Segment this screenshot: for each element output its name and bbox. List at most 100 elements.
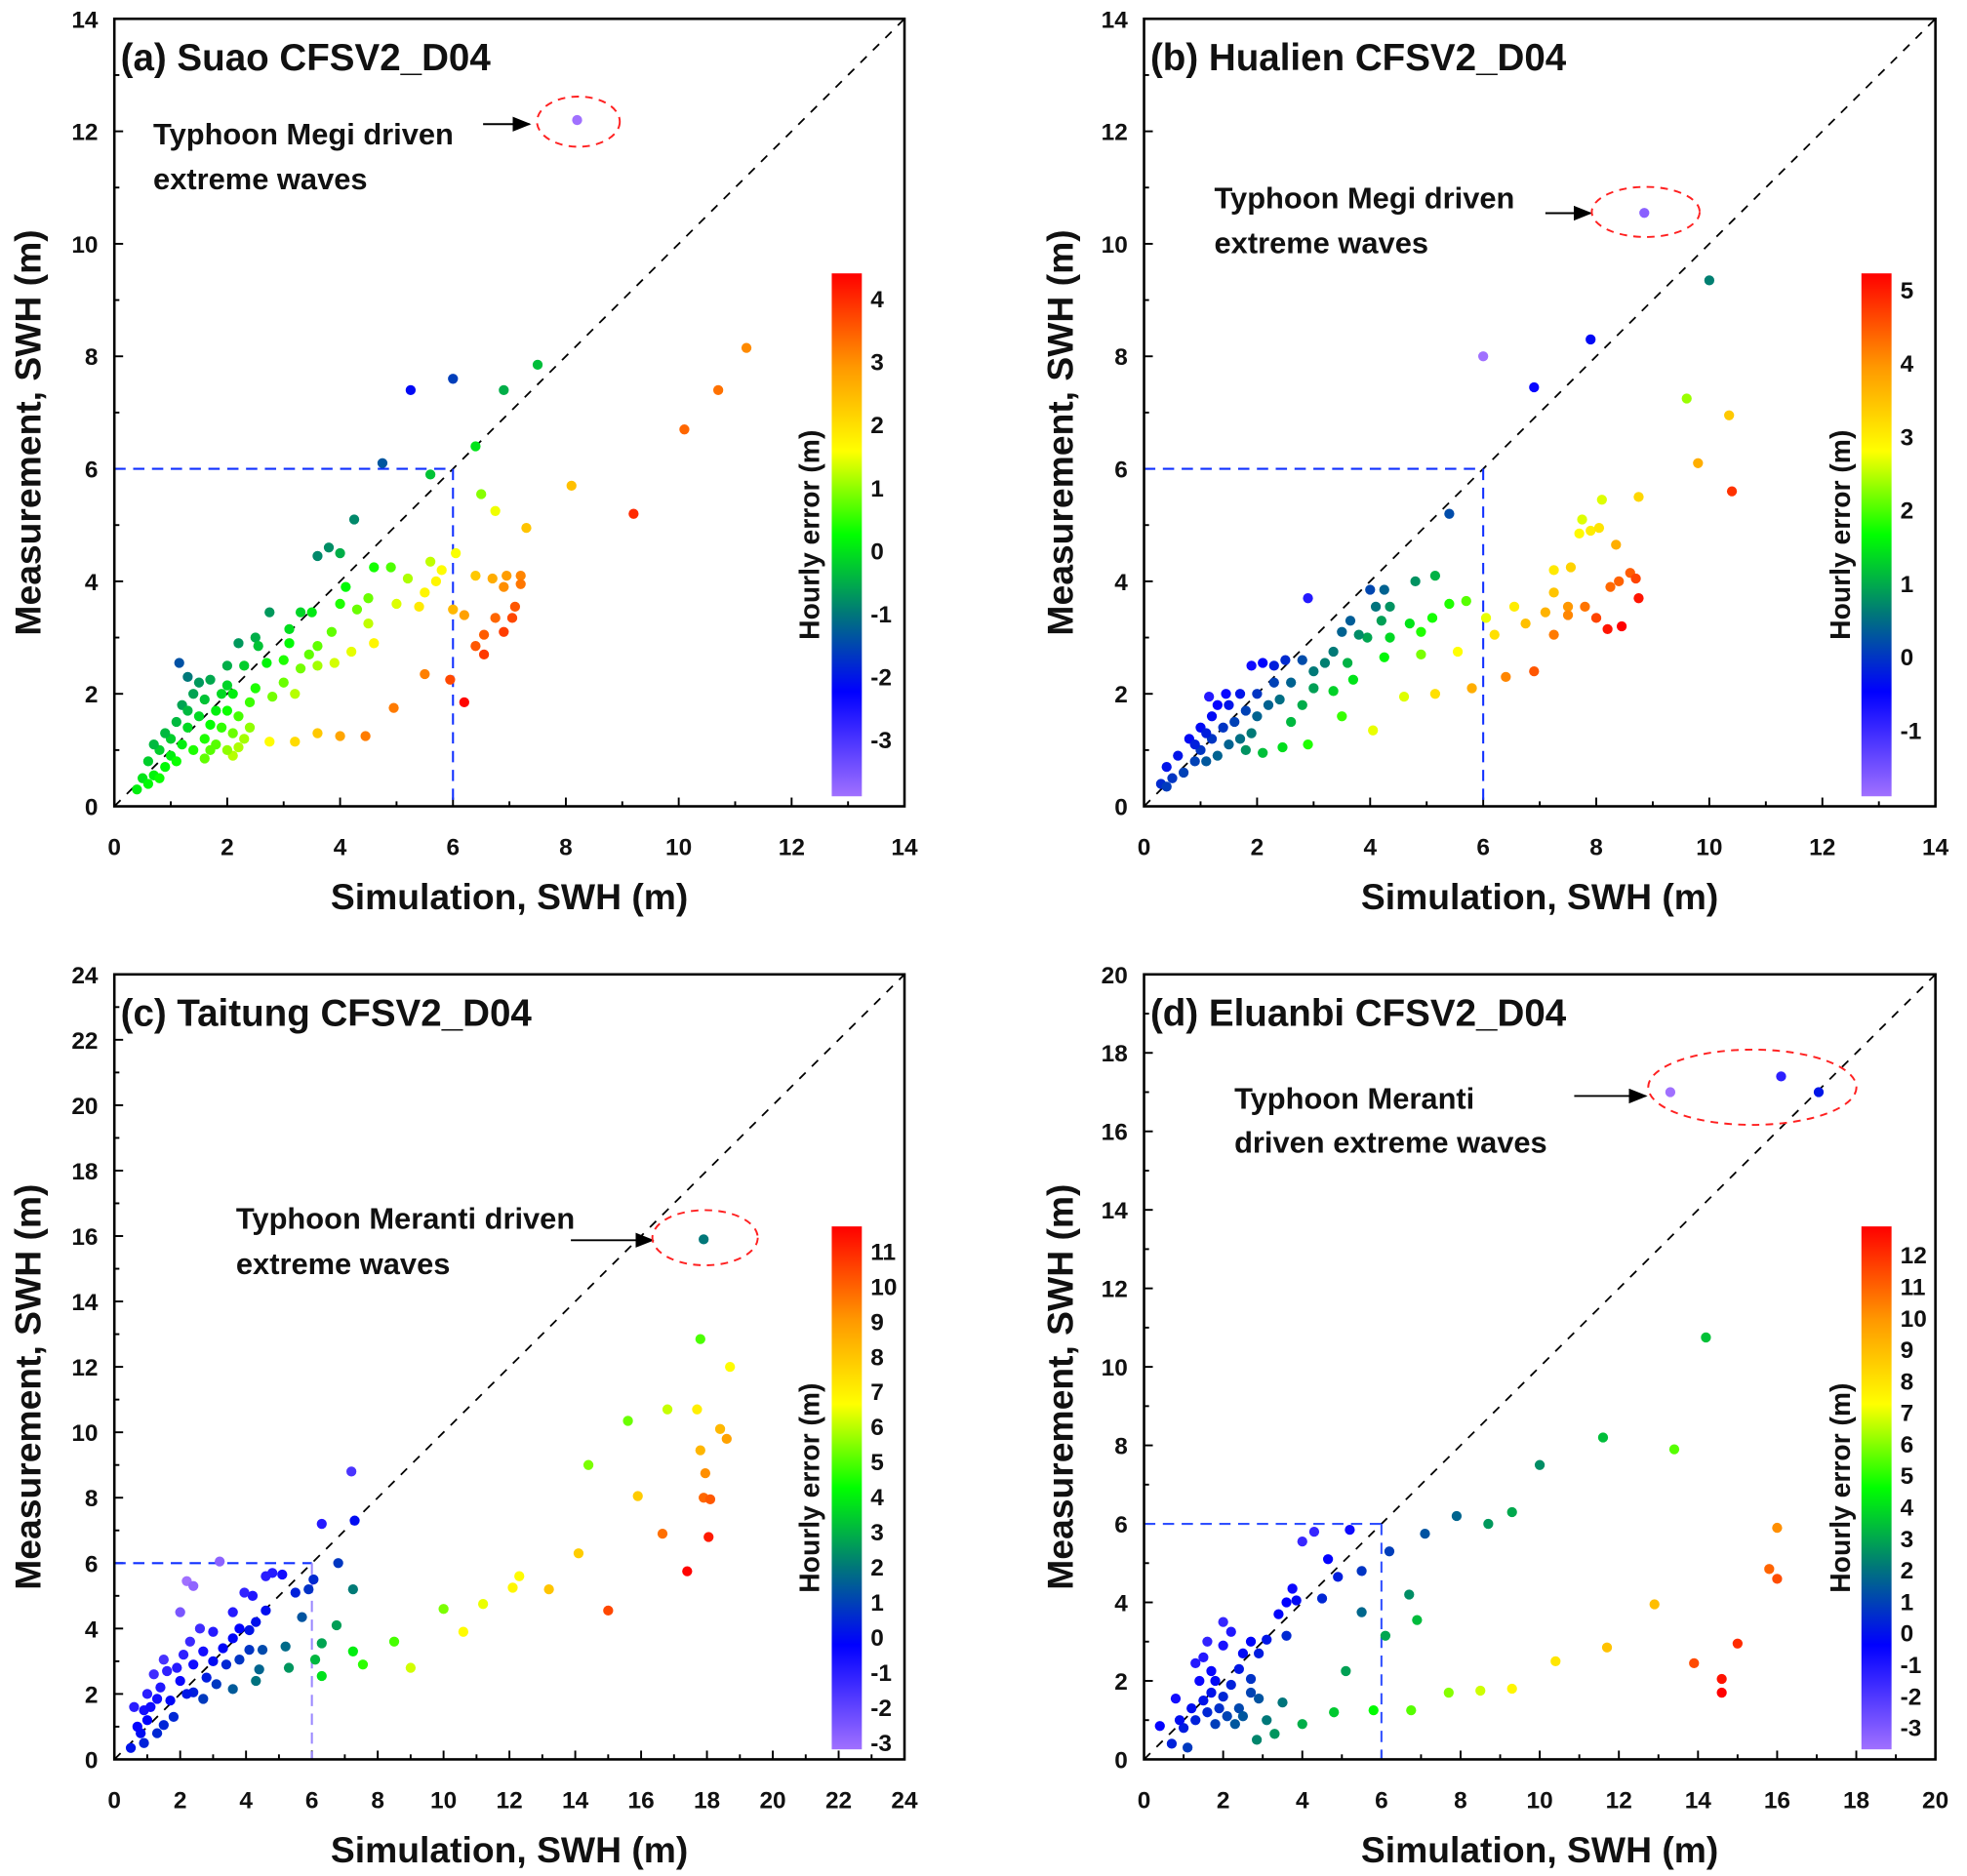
y-tick-label: 4 [85, 1617, 99, 1643]
data-point [1281, 1597, 1292, 1608]
data-point [199, 694, 210, 705]
data-point [1190, 1657, 1201, 1669]
data-point [347, 1583, 358, 1595]
data-point [1173, 750, 1184, 761]
colorbar-label: Hourly error (m) [1825, 1383, 1856, 1593]
data-point [1258, 658, 1268, 668]
data-point [1345, 1524, 1355, 1536]
data-point [1376, 616, 1387, 626]
data-point [208, 1626, 219, 1637]
data-point [129, 1701, 140, 1712]
data-point [1178, 1723, 1189, 1734]
data-point [141, 1689, 153, 1699]
colorbar-tick-label: -1 [870, 602, 892, 628]
data-point [1452, 646, 1464, 658]
data-point [188, 744, 199, 756]
data-point [1202, 1636, 1213, 1647]
data-point [154, 773, 165, 783]
data-point [1665, 1087, 1676, 1098]
data-point [193, 677, 205, 688]
y-tick-label: 6 [1114, 1512, 1128, 1538]
data-point [316, 1518, 327, 1530]
data-point [323, 542, 335, 553]
data-point [1689, 1657, 1700, 1669]
x-tick-label: 16 [1764, 1788, 1790, 1815]
colorbar-tick-label: 4 [870, 1485, 884, 1511]
data-point [1379, 584, 1389, 595]
data-point [509, 601, 521, 612]
data-point [1416, 626, 1426, 637]
data-point [221, 705, 233, 716]
data-point [1385, 601, 1395, 612]
data-point [182, 722, 193, 733]
data-point [177, 738, 187, 750]
data-point [451, 547, 462, 559]
data-point [1183, 1742, 1193, 1753]
colorbar-label: Hourly error (m) [794, 430, 825, 640]
data-point [303, 1583, 314, 1595]
data-point [1252, 689, 1263, 699]
colorbar-tick-label: 8 [870, 1344, 884, 1371]
y-tick-label: 0 [1114, 795, 1128, 821]
data-point [1602, 623, 1613, 635]
colorbar-tick-label: 1 [1901, 572, 1914, 598]
data-point [1548, 565, 1559, 576]
data-point [244, 722, 256, 733]
x-tick-label: 10 [1696, 835, 1722, 861]
data-point [341, 581, 351, 592]
y-tick-label: 16 [1102, 1120, 1128, 1146]
data-point [1726, 486, 1738, 497]
data-point [402, 573, 414, 584]
data-point [388, 702, 399, 713]
x-tick-label: 8 [1589, 835, 1603, 861]
data-point [572, 114, 582, 126]
data-point [657, 1528, 668, 1539]
data-point [1254, 1648, 1264, 1658]
data-point [1222, 1711, 1232, 1722]
data-point [1416, 649, 1426, 659]
data-point [1218, 1691, 1228, 1702]
data-point [1206, 1665, 1217, 1677]
x-tick-label: 16 [628, 1788, 655, 1815]
colorbar-tick-label: 12 [1901, 1243, 1927, 1269]
data-point [487, 573, 498, 584]
x-tick-label: 14 [1685, 1788, 1712, 1815]
data-point [148, 738, 159, 750]
data-point [1328, 646, 1339, 658]
data-point [194, 1623, 206, 1634]
data-point [1286, 716, 1297, 728]
highlight-ellipse [651, 1209, 759, 1266]
x-tick-label: 10 [430, 1788, 457, 1815]
colorbar-tick-label: 3 [1901, 424, 1914, 451]
colorbar-tick-label: 0 [1901, 645, 1914, 671]
panel-title: (a) Suao CFSV2_D04 [121, 37, 492, 79]
data-point [264, 737, 275, 747]
data-point [331, 1619, 342, 1631]
x-tick-label: 2 [1251, 835, 1264, 861]
data-point [233, 638, 244, 649]
data-point [253, 641, 263, 652]
y-tick-label: 6 [1114, 458, 1128, 484]
data-point [227, 689, 238, 699]
data-point [155, 1682, 166, 1693]
data-point [1245, 1673, 1257, 1685]
colorbar-tick-label: -3 [1901, 1716, 1922, 1742]
data-point [1732, 1638, 1744, 1649]
data-point [151, 1728, 163, 1738]
data-point [346, 646, 357, 658]
data-point [566, 480, 577, 492]
colorbar-tick-label: 10 [1901, 1306, 1927, 1333]
data-point [335, 598, 345, 610]
data-point [424, 556, 436, 567]
data-point [1214, 1703, 1224, 1714]
data-point [1529, 381, 1540, 393]
data-point [125, 1742, 137, 1753]
data-point [1345, 616, 1356, 626]
x-tick-label: 8 [371, 1788, 384, 1815]
data-point [1577, 514, 1587, 525]
y-tick-label: 16 [71, 1224, 98, 1251]
data-point [1639, 208, 1650, 219]
data-point [1633, 593, 1644, 604]
data-point [448, 374, 459, 384]
data-point [290, 1587, 301, 1598]
